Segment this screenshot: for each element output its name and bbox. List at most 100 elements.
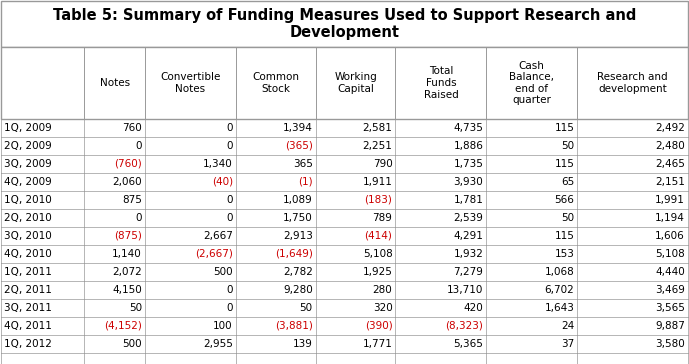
Text: (875): (875) <box>114 231 142 241</box>
Text: 0: 0 <box>227 123 233 133</box>
Text: Notes: Notes <box>99 78 130 88</box>
Text: 3,930: 3,930 <box>453 177 483 187</box>
Text: 1,606: 1,606 <box>655 231 685 241</box>
Text: 2,480: 2,480 <box>655 141 685 151</box>
Text: 2Q, 2010: 2Q, 2010 <box>4 213 52 223</box>
Text: (1): (1) <box>298 177 313 187</box>
Text: 790: 790 <box>373 159 393 169</box>
Text: (760): (760) <box>114 159 142 169</box>
Text: 115: 115 <box>555 231 574 241</box>
Text: 1,750: 1,750 <box>283 213 313 223</box>
Text: 65: 65 <box>561 177 574 187</box>
Text: 0: 0 <box>136 213 142 223</box>
Text: 1,925: 1,925 <box>362 267 393 277</box>
Text: 0: 0 <box>227 213 233 223</box>
Text: 1,781: 1,781 <box>453 195 483 205</box>
Text: 2,251: 2,251 <box>362 141 393 151</box>
Text: Cash
Balance,
end of
quarter: Cash Balance, end of quarter <box>509 60 554 106</box>
Text: 24: 24 <box>561 321 574 331</box>
Text: Convertible
Notes: Convertible Notes <box>161 72 220 94</box>
Text: 2,581: 2,581 <box>362 123 393 133</box>
Text: 2,151: 2,151 <box>655 177 685 187</box>
Text: 2Q, 2011: 2Q, 2011 <box>4 285 52 295</box>
Text: 566: 566 <box>555 195 574 205</box>
Text: 2,072: 2,072 <box>112 267 142 277</box>
Text: (4,152): (4,152) <box>104 321 142 331</box>
Text: 4Q, 2011: 4Q, 2011 <box>4 321 52 331</box>
Text: 0: 0 <box>227 195 233 205</box>
Text: 3,580: 3,580 <box>655 339 685 349</box>
Text: 3,565: 3,565 <box>655 303 685 313</box>
Text: Table 5: Summary of Funding Measures Used to Support Research and
Development: Table 5: Summary of Funding Measures Use… <box>53 8 636 40</box>
Text: 1,771: 1,771 <box>362 339 393 349</box>
Text: 7,279: 7,279 <box>453 267 483 277</box>
Text: 2,060: 2,060 <box>112 177 142 187</box>
Text: 2,913: 2,913 <box>282 231 313 241</box>
Text: 1,068: 1,068 <box>544 267 574 277</box>
Text: 9,280: 9,280 <box>283 285 313 295</box>
Text: 1,643: 1,643 <box>544 303 574 313</box>
Text: 4,735: 4,735 <box>453 123 483 133</box>
Text: 6,702: 6,702 <box>544 285 574 295</box>
Text: 50: 50 <box>300 303 313 313</box>
Text: 0: 0 <box>227 303 233 313</box>
Text: (3,881): (3,881) <box>275 321 313 331</box>
Text: 1,735: 1,735 <box>453 159 483 169</box>
Text: 9,887: 9,887 <box>655 321 685 331</box>
Text: 50: 50 <box>561 213 574 223</box>
Text: 2,955: 2,955 <box>203 339 233 349</box>
Text: Common
Stock: Common Stock <box>252 72 299 94</box>
Text: 13,710: 13,710 <box>447 285 483 295</box>
Text: 1,089: 1,089 <box>283 195 313 205</box>
Text: 2,539: 2,539 <box>453 213 483 223</box>
Text: (390): (390) <box>364 321 393 331</box>
Text: 4,291: 4,291 <box>453 231 483 241</box>
Text: 2Q, 2009: 2Q, 2009 <box>4 141 52 151</box>
Text: 2,465: 2,465 <box>655 159 685 169</box>
Text: 1,991: 1,991 <box>655 195 685 205</box>
Text: 500: 500 <box>123 339 142 349</box>
Text: (414): (414) <box>364 231 393 241</box>
Text: 0: 0 <box>227 141 233 151</box>
Text: 50: 50 <box>561 141 574 151</box>
Text: 1Q, 2011: 1Q, 2011 <box>4 267 52 277</box>
Text: Research and
development: Research and development <box>597 72 668 94</box>
Text: 1,886: 1,886 <box>453 141 483 151</box>
Text: 760: 760 <box>123 123 142 133</box>
Text: 0: 0 <box>227 285 233 295</box>
Text: 100: 100 <box>214 321 233 331</box>
Text: 5,365: 5,365 <box>453 339 483 349</box>
Text: 420: 420 <box>464 303 483 313</box>
Text: (8,323): (8,323) <box>446 321 483 331</box>
Text: 1Q, 2010: 1Q, 2010 <box>4 195 52 205</box>
Text: 320: 320 <box>373 303 393 313</box>
Text: 2,492: 2,492 <box>655 123 685 133</box>
Bar <box>1 47 688 119</box>
Text: 5,108: 5,108 <box>362 249 393 259</box>
Text: (1,649): (1,649) <box>275 249 313 259</box>
Text: 4,150: 4,150 <box>112 285 142 295</box>
Text: 3Q, 2011: 3Q, 2011 <box>4 303 52 313</box>
Text: Working
Capital: Working Capital <box>334 72 377 94</box>
Text: 1Q, 2009: 1Q, 2009 <box>4 123 52 133</box>
Text: 115: 115 <box>555 123 574 133</box>
Text: 1,140: 1,140 <box>112 249 142 259</box>
Text: Total
Funds
Raised: Total Funds Raised <box>424 66 458 100</box>
Text: 500: 500 <box>214 267 233 277</box>
Text: 2,782: 2,782 <box>282 267 313 277</box>
Text: 365: 365 <box>293 159 313 169</box>
Text: 4,440: 4,440 <box>655 267 685 277</box>
Text: 1,932: 1,932 <box>453 249 483 259</box>
Bar <box>1 1 688 47</box>
Text: 0: 0 <box>136 141 142 151</box>
Text: 4Q, 2010: 4Q, 2010 <box>4 249 52 259</box>
Text: 789: 789 <box>373 213 393 223</box>
Text: 5,108: 5,108 <box>655 249 685 259</box>
Text: 3,469: 3,469 <box>655 285 685 295</box>
Text: 875: 875 <box>122 195 142 205</box>
Text: 37: 37 <box>561 339 574 349</box>
Text: (2,667): (2,667) <box>195 249 233 259</box>
Text: 153: 153 <box>555 249 574 259</box>
Text: 1,340: 1,340 <box>203 159 233 169</box>
Text: 4Q, 2009: 4Q, 2009 <box>4 177 52 187</box>
